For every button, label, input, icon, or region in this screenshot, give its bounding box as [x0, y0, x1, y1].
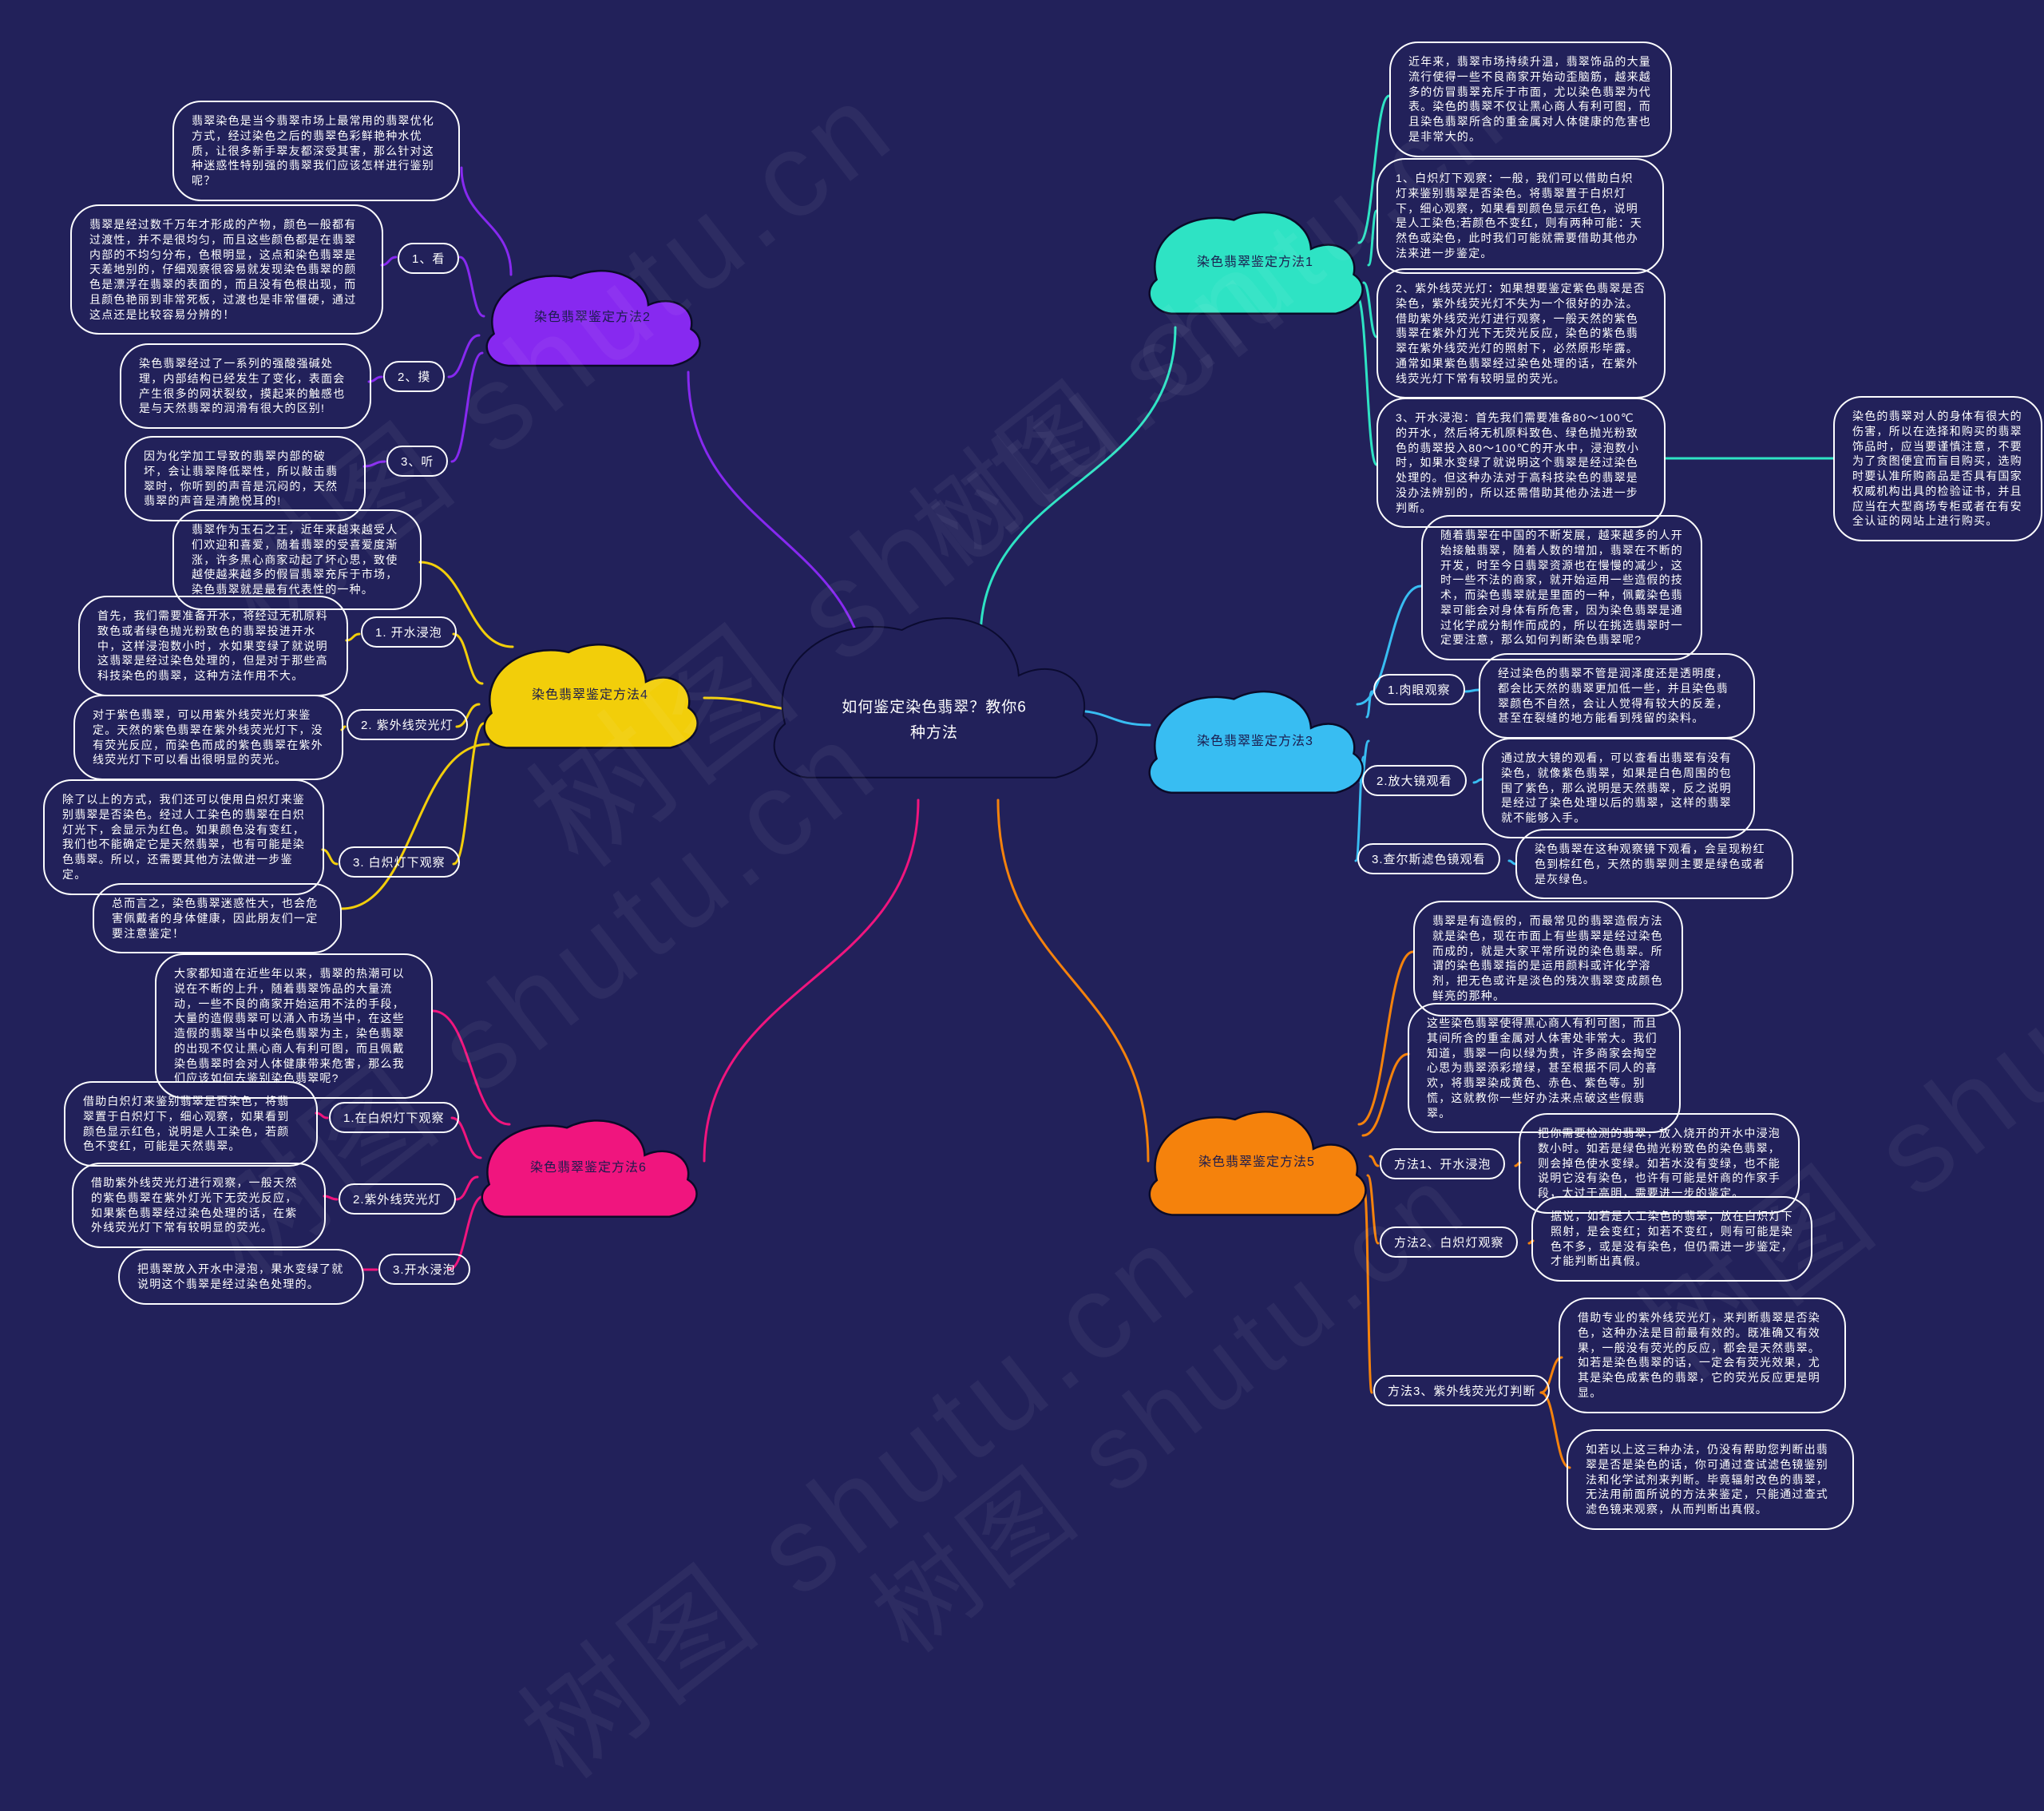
connector-line — [1464, 688, 1480, 693]
connector-line — [1357, 94, 1391, 244]
connector-line — [1507, 859, 1517, 866]
connector-line — [1369, 1155, 1380, 1167]
topic-box-m3-filter[interactable]: 染色翡翠在这种观察镜下观看，会呈现粉红色到棕红色，天然的翡翠则主要是绿色或者是灰… — [1515, 829, 1793, 900]
connector-line — [447, 334, 481, 378]
connector-line — [1362, 281, 1378, 339]
topic-box-m2-listen[interactable]: 因为化学加工导致的翡翠内部的破坏，会让翡翠降低翠性，所以敲击翡翠时，你听到的声音… — [125, 436, 366, 521]
branch-cloud-method4[interactable]: 染色翡翠鉴定方法4 — [475, 633, 705, 763]
cloud-shape — [477, 260, 707, 380]
subtopic-pill-m6-1[interactable]: 1.在白炽灯下观察 — [329, 1102, 459, 1133]
connector-line — [418, 561, 514, 648]
branch-cloud-label: 染色翡翠鉴定方法4 — [532, 688, 648, 702]
connector-line — [345, 632, 361, 642]
connector-line — [1472, 778, 1483, 784]
connector-line — [1356, 585, 1423, 706]
subtopic-pill-m4-1[interactable]: 1. 开水浸泡 — [361, 616, 457, 648]
topic-box-m5-lamp[interactable]: 据说，如若是人工染色的翡翠，放在白炽灯下照射，是会变红；如若不变红，则有可能是染… — [1531, 1196, 1812, 1282]
connector-line — [1365, 690, 1373, 719]
connector-line — [1356, 295, 1378, 466]
topic-box-m6-lamp[interactable]: 借助白炽灯来鉴别翡翠是否染色，将翡翠置于白炽灯下，细心观察，如果看到颜色显示红色… — [64, 1081, 318, 1167]
central-topic[interactable]: 如何鉴定染色翡翠？教你6种方法 — [760, 600, 1108, 802]
topic-box-m4-uv[interactable]: 对于紫色翡翠，可以用紫外线荧光灯来鉴定。天然的紫色翡翠在紫外线荧光灯下，没有荧光… — [73, 695, 343, 780]
subtopic-pill-m2-3[interactable]: 3、听 — [386, 446, 449, 477]
connector-line — [1361, 1052, 1410, 1137]
connector-line — [1363, 1190, 1373, 1394]
branch-cloud-label: 染色翡翠鉴定方法2 — [534, 311, 651, 324]
central-topic-label: 如何鉴定染色翡翠？教你6种方法 — [842, 699, 1027, 743]
topic-box-m1-uv[interactable]: 2、紫外线荧光灯：如果想要鉴定紫色翡翠是否染色，紫外线荧光灯不失为一个很好的办法… — [1377, 268, 1666, 399]
topic-box-m2-touch[interactable]: 染色翡翠经过了一系列的强酸强碱处理，内部结构已经发生了变化，表面会产生很多的网状… — [120, 343, 371, 429]
topic-box-m4-lamp[interactable]: 除了以上的方式，我们还可以使用白炽灯来鉴别翡翠是否染色。经过人工染色的翡翠在白炽… — [43, 779, 324, 895]
topic-box-m3-intro[interactable]: 随着翡翠在中国的不断发展，越来越多的人开始接触翡翠，随着人数的增加，翡翠在不断的… — [1421, 515, 1702, 660]
branch-cloud-label: 染色翡翠鉴定方法3 — [1197, 734, 1313, 748]
connector-line — [321, 848, 339, 866]
topic-box-m5-uv2[interactable]: 如若以上这三种办法，仍没有帮助您判断出翡翠是否是染色的话，你可通过查试滤色镜鉴别… — [1567, 1429, 1854, 1530]
topic-box-m6-uv[interactable]: 借助紫外线荧光灯进行观察，一般天然的紫色翡翠在紫外灯光下无荧光反应，如果紫色翡翠… — [72, 1163, 326, 1248]
cloud-shape — [473, 1110, 704, 1231]
subtopic-pill-m5-1[interactable]: 方法1、开水浸泡 — [1380, 1148, 1506, 1179]
subtopic-pill-m2-1[interactable]: 1、看 — [398, 243, 460, 274]
topic-box-m1-soak[interactable]: 3、开水浸泡：首先我们需要准备80～100℃的开水，然后将无机原料致色、绿色抛光… — [1377, 398, 1666, 529]
branch-cloud-method3[interactable]: 染色翡翠鉴定方法3 — [1140, 680, 1370, 808]
subtopic-pill-m3-2[interactable]: 2.放大镜观看 — [1362, 765, 1467, 796]
subtopic-pill-m3-3[interactable]: 3.查尔斯滤色镜观看 — [1357, 843, 1500, 874]
connector-line — [996, 799, 1150, 1163]
subtopic-pill-m4-2[interactable]: 2. 紫外线荧光灯 — [347, 709, 468, 740]
topic-box-m4-soak[interactable]: 首先，我们需要准备开水，将经过无机原料致色或者绿色抛光粉致色的翡翠投进开水中，这… — [78, 596, 348, 696]
topic-box-m2-intro[interactable]: 翡翠染色是当今翡翠市场上最常用的翡翠优化方式，经过染色之后的翡翠色彩鲜艳种水优质… — [172, 101, 460, 201]
connector-line — [1367, 209, 1378, 267]
connector-line — [323, 1195, 339, 1201]
connector-line — [431, 1009, 511, 1126]
branch-cloud-label: 染色翡翠鉴定方法6 — [530, 1160, 647, 1175]
connector-line — [703, 799, 920, 1163]
mindmap-canvas: 如何鉴定染色翡翠？教你6种方法 翡翠染色是当今翡翠市场上最常用的翡翠优化方式，经… — [43, 42, 2044, 1803]
topic-box-m5-uv1[interactable]: 借助专业的紫外线荧光灯，来判断翡翠是否染色，这种办法是目前最有效的。既准确又有效… — [1559, 1298, 1846, 1413]
branch-cloud-method6[interactable]: 染色翡翠鉴定方法6 — [473, 1110, 704, 1231]
subtopic-pill-m4-3[interactable]: 3. 白炽灯下观察 — [339, 846, 460, 878]
branch-cloud-label: 染色翡翠鉴定方法5 — [1198, 1155, 1315, 1169]
connector-line — [1366, 1174, 1380, 1245]
topic-box-m1-lamp[interactable]: 1、白炽灯下观察：一般，我们可以借助白炽灯来鉴别翡翠是否染色。将翡翠置于白炽灯下… — [1377, 158, 1664, 274]
branch-cloud-method1[interactable]: 染色翡翠鉴定方法1 — [1140, 201, 1370, 329]
topic-box-m1-note[interactable]: 染色的翡翠对人的身体有很大的伤害，所以在选择和购买的翡翠饰品时，应当要谨慎注意，… — [1833, 396, 2042, 541]
connector-line — [458, 256, 485, 318]
connector-line — [455, 1175, 479, 1201]
topic-box-m3-eye[interactable]: 经过染色的翡翠不管是润泽度还是透明度，都会比天然的翡翠更加低一些，并且染色翡翠颜… — [1479, 653, 1755, 739]
topic-box-m5-intro2[interactable]: 这些染色翡翠使得黑心商人有利可图，而且其间所含的重金属对人体害处非常大。我们知道… — [1408, 1003, 1681, 1134]
connector-line — [452, 632, 484, 685]
topic-box-m1-intro[interactable]: 近年来，翡翠市场持续升温，翡翠饰品的大量流行使得一些不良商家开始动歪脑筋，越来越… — [1389, 42, 1672, 157]
connector-line — [380, 256, 398, 267]
central-cloud-shape — [760, 600, 1108, 802]
topic-box-m3-magnifier[interactable]: 通过放大镜的观看，可以查看出翡翠有没有染色，就像紫色翡翠，如果是白色周围的包围了… — [1482, 738, 1755, 838]
topic-box-m4-intro[interactable]: 翡翠作为玉石之王，近年来越来越受人们欢迎和喜爱，随着翡翠的受喜爱度渐涨，许多黑心… — [172, 509, 422, 610]
subtopic-pill-m5-2[interactable]: 方法2、白炽灯观察 — [1380, 1226, 1519, 1258]
connector-line — [362, 460, 386, 468]
connector-line — [450, 351, 484, 463]
subtopic-pill-m6-3[interactable]: 3.开水浸泡 — [378, 1254, 470, 1285]
branch-cloud-method5[interactable]: 染色翡翠鉴定方法5 — [1140, 1100, 1373, 1230]
connector-line — [315, 1112, 329, 1119]
subtopic-pill-m3-1[interactable]: 1.肉眼观察 — [1373, 674, 1465, 705]
branch-cloud-method2[interactable]: 染色翡翠鉴定方法2 — [477, 260, 707, 380]
topic-box-m6-soak[interactable]: 把翡翠放入开水中浸泡，果水变绿了就说明这个翡翠是经过染色处理的。 — [118, 1249, 364, 1305]
subtopic-pill-m2-2[interactable]: 2、摸 — [383, 361, 446, 392]
subtopic-pill-m6-2[interactable]: 2.紫外线荧光灯 — [339, 1183, 456, 1215]
connector-line — [460, 166, 513, 276]
cloud-shape — [1140, 680, 1370, 808]
topic-box-m5-intro1[interactable]: 翡翠是有造假的，而最常见的翡翠造假方法就是染色，现在市面上有些翡翠是经过染色而成… — [1413, 901, 1683, 1016]
connector-line — [979, 326, 1177, 640]
topic-box-m6-intro[interactable]: 大家都知道在近些年以来，翡翠的热潮可以说在不断的上升，随着翡翠饰品的大量流动，一… — [155, 953, 433, 1099]
subtopic-pill-m5-3[interactable]: 方法3、紫外线荧光灯判断 — [1373, 1375, 1551, 1406]
connector-line — [1357, 950, 1415, 1126]
topic-box-m4-summary[interactable]: 总而言之，染色翡翠迷惑性大，也会危害佩戴者的身体健康，因此朋友们一定要注意鉴定！ — [93, 883, 342, 954]
topic-box-m2-look[interactable]: 翡翠是经过数千万年才形成的产物，颜色一般都有过渡性，并不是很均匀，而且这些颜色都… — [70, 204, 383, 335]
cloud-shape — [475, 633, 705, 763]
branch-cloud-label: 染色翡翠鉴定方法1 — [1197, 255, 1313, 269]
cloud-shape — [1140, 201, 1370, 329]
cloud-shape — [1140, 1100, 1373, 1230]
connector-line — [340, 743, 490, 910]
